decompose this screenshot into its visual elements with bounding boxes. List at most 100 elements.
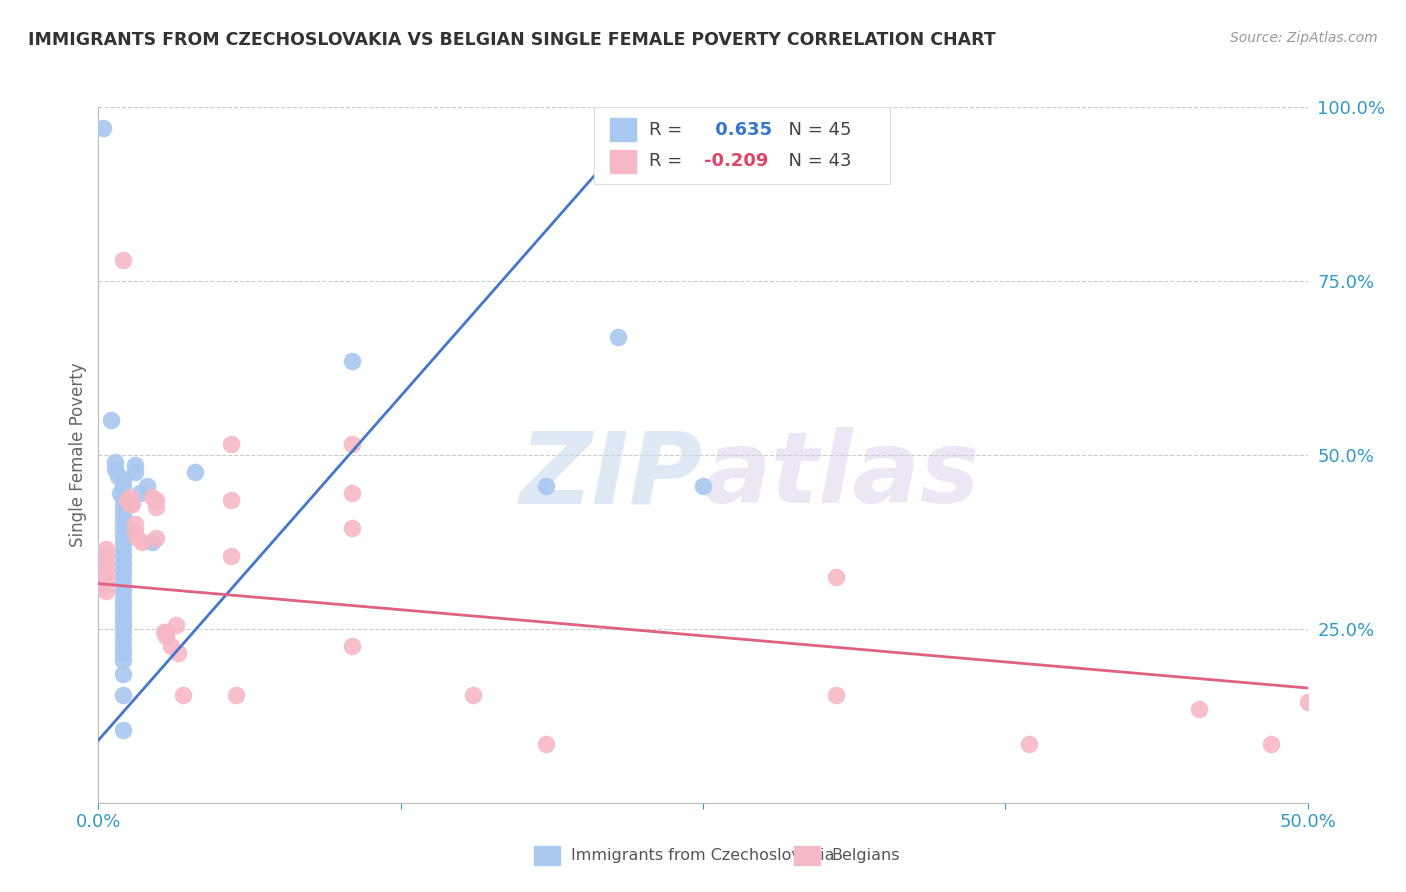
Point xyxy=(342,354,364,368)
Text: N = 45: N = 45 xyxy=(776,121,851,139)
Point xyxy=(111,618,134,632)
Text: R =: R = xyxy=(648,153,688,170)
Point xyxy=(111,500,134,514)
Point xyxy=(165,618,187,632)
Text: R =: R = xyxy=(648,121,688,139)
Point xyxy=(141,490,163,504)
Point xyxy=(111,541,134,556)
Point xyxy=(94,541,117,556)
Point xyxy=(111,611,134,625)
Point xyxy=(118,490,141,504)
Point xyxy=(111,723,134,737)
Point xyxy=(111,625,134,640)
Point xyxy=(104,455,127,469)
Text: atlas: atlas xyxy=(703,427,980,524)
Point xyxy=(141,534,163,549)
Text: 0.635: 0.635 xyxy=(709,121,772,139)
Point xyxy=(111,549,134,563)
Point xyxy=(91,120,114,135)
Point xyxy=(167,646,190,660)
Bar xyxy=(610,150,637,173)
Point xyxy=(1188,702,1211,716)
Point xyxy=(111,667,134,681)
Point xyxy=(127,532,149,546)
Point xyxy=(124,466,146,480)
Text: -0.209: -0.209 xyxy=(704,153,769,170)
Point xyxy=(121,497,143,511)
Point xyxy=(221,437,243,451)
Point xyxy=(94,583,117,598)
Bar xyxy=(610,118,637,141)
Point xyxy=(111,528,134,542)
Point xyxy=(1296,695,1319,709)
Point xyxy=(100,413,122,427)
Point xyxy=(607,329,630,343)
Point xyxy=(825,570,848,584)
Point xyxy=(94,563,117,577)
Point xyxy=(111,514,134,528)
Point xyxy=(111,646,134,660)
Text: N = 43: N = 43 xyxy=(776,153,851,170)
Point xyxy=(534,737,557,751)
Point xyxy=(1260,737,1282,751)
Text: Source: ZipAtlas.com: Source: ZipAtlas.com xyxy=(1230,31,1378,45)
Point xyxy=(111,639,134,653)
Point xyxy=(107,468,129,483)
Y-axis label: Single Female Poverty: Single Female Poverty xyxy=(69,363,87,547)
Point xyxy=(111,479,134,493)
Point xyxy=(534,479,557,493)
Point xyxy=(128,486,150,500)
Point xyxy=(111,605,134,619)
Text: Immigrants from Czechoslovakia: Immigrants from Czechoslovakia xyxy=(571,848,834,863)
Point xyxy=(94,556,117,570)
Point xyxy=(111,591,134,605)
Point xyxy=(145,532,167,546)
Point xyxy=(172,688,194,702)
Point xyxy=(342,486,364,500)
Point xyxy=(111,556,134,570)
Text: Belgians: Belgians xyxy=(831,848,900,863)
Point xyxy=(184,466,207,480)
Point xyxy=(111,521,134,535)
Point xyxy=(111,598,134,612)
Point xyxy=(225,688,247,702)
Point xyxy=(1018,737,1040,751)
Point xyxy=(124,458,146,473)
Text: IMMIGRANTS FROM CZECHOSLOVAKIA VS BELGIAN SINGLE FEMALE POVERTY CORRELATION CHAR: IMMIGRANTS FROM CZECHOSLOVAKIA VS BELGIA… xyxy=(28,31,995,49)
Point xyxy=(94,570,117,584)
Point xyxy=(124,517,146,532)
Point xyxy=(135,479,157,493)
Point xyxy=(108,486,131,500)
Point xyxy=(155,629,177,643)
Point xyxy=(342,639,364,653)
Point xyxy=(111,576,134,591)
Point xyxy=(117,493,139,508)
FancyBboxPatch shape xyxy=(595,107,890,184)
Point xyxy=(111,563,134,577)
Point xyxy=(94,576,117,591)
Point xyxy=(104,462,127,476)
Point xyxy=(94,549,117,563)
Point xyxy=(342,521,364,535)
Point xyxy=(145,493,167,508)
Point xyxy=(692,479,714,493)
Point xyxy=(221,549,243,563)
Point xyxy=(111,688,134,702)
Point xyxy=(825,688,848,702)
Point xyxy=(160,639,183,653)
Point xyxy=(111,493,134,508)
Point xyxy=(124,524,146,539)
Point xyxy=(155,625,177,640)
Point xyxy=(111,632,134,647)
Point xyxy=(111,570,134,584)
Point xyxy=(111,583,134,598)
Point xyxy=(111,507,134,521)
Point xyxy=(145,500,167,514)
Point xyxy=(221,493,243,508)
Point xyxy=(111,653,134,667)
Point xyxy=(342,437,364,451)
Point xyxy=(463,688,485,702)
Point xyxy=(111,472,134,486)
Point xyxy=(118,497,141,511)
Point xyxy=(111,534,134,549)
